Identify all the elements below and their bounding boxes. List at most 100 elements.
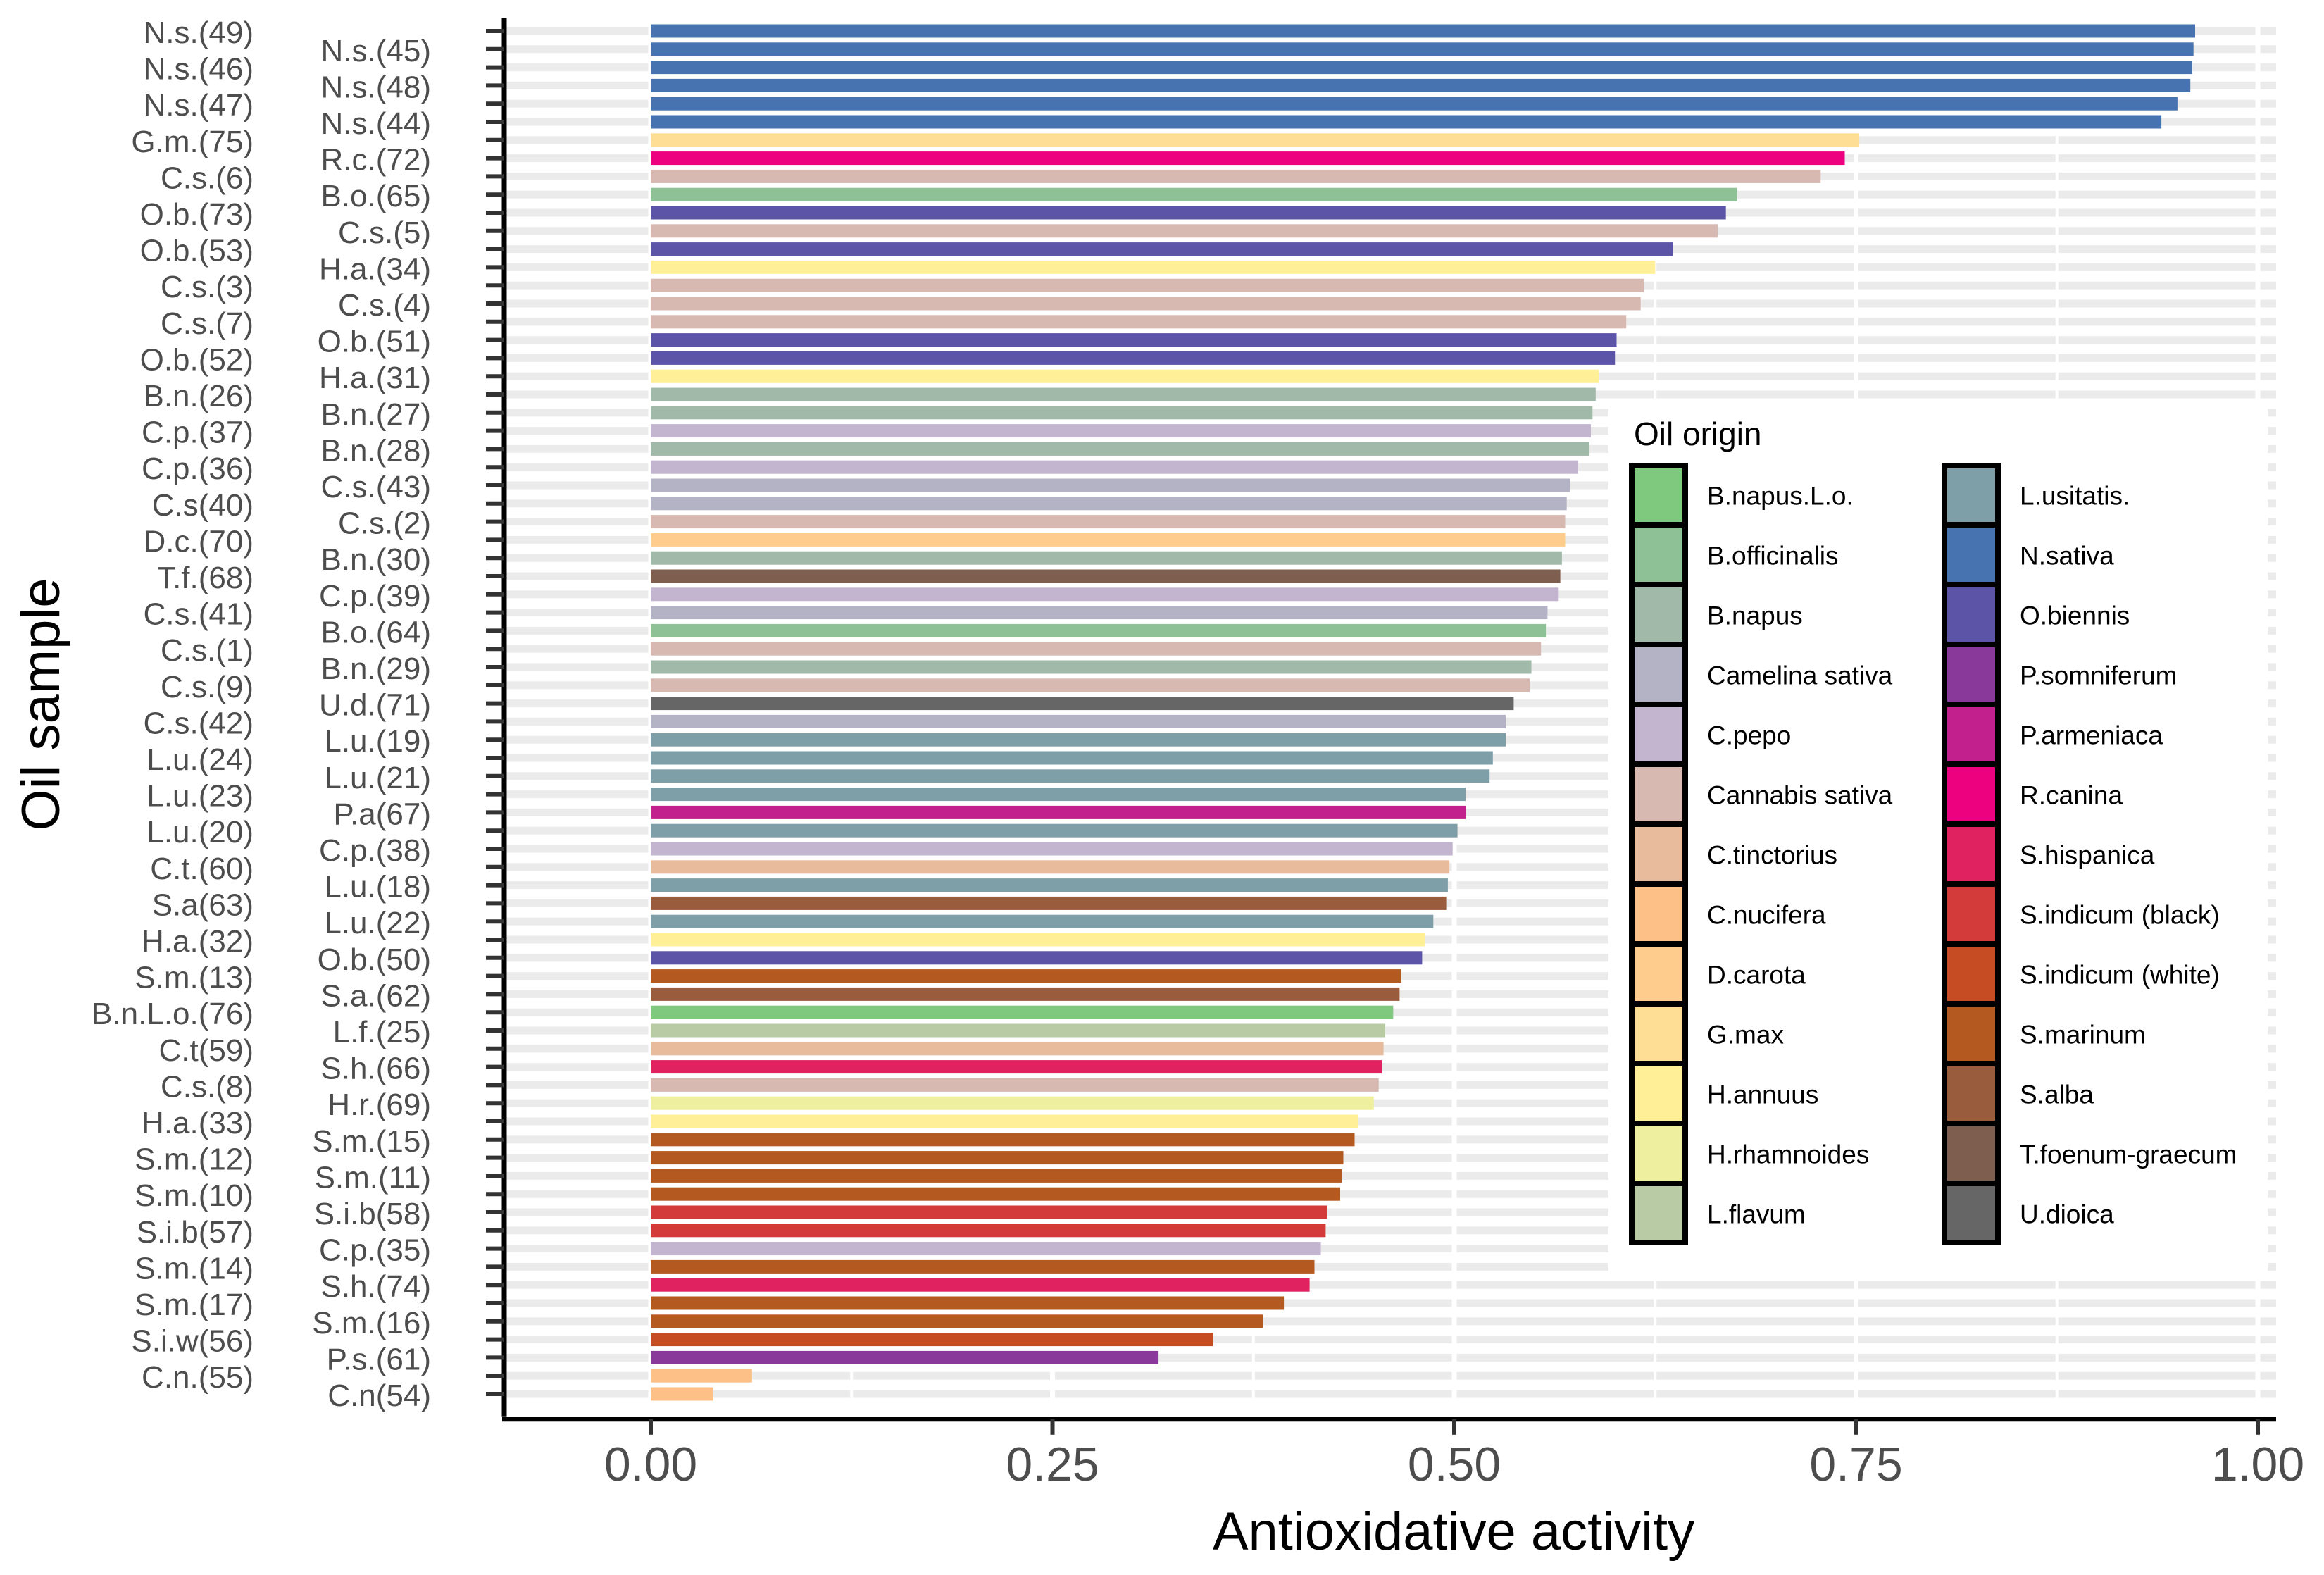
- y-tick-label: S.h.(74): [320, 1269, 431, 1304]
- row-gridline: [506, 1353, 2276, 1362]
- y-tick-label: C.s.(42): [144, 706, 254, 740]
- row-gridline: [506, 1281, 2276, 1289]
- legend-item: B.napus: [1634, 587, 1803, 642]
- legend-key-P.somniferum: [1947, 647, 1996, 702]
- bar-N.s.(45): [651, 42, 2194, 56]
- legend-item: G.max: [1634, 1007, 1784, 1061]
- y-tick-label: G.m.(75): [131, 125, 254, 159]
- bar-C.n.(55): [651, 1369, 752, 1383]
- bar-S.m.(14): [651, 1259, 1315, 1274]
- y-tick-label: S.h.(66): [320, 1052, 431, 1086]
- y-tick-label: N.s.(46): [144, 52, 254, 87]
- bar-S.m.(13): [651, 969, 1401, 983]
- y-tick-label: C.p.(39): [319, 579, 431, 614]
- bar-H.r.(69): [651, 1096, 1374, 1110]
- y-tick-label: B.n.(29): [320, 652, 431, 686]
- bar-S.i.w(56): [651, 1333, 1213, 1347]
- y-tick-label: H.a.(33): [142, 1106, 254, 1140]
- bar-C.s.(8): [651, 1078, 1379, 1092]
- legend-item: Camelina sativa: [1634, 647, 1893, 702]
- bar-P.a(67): [651, 805, 1466, 819]
- bar-C.t.(60): [651, 860, 1450, 874]
- bar-C.n(54): [651, 1387, 713, 1401]
- bar-G.m.(75): [651, 133, 1860, 147]
- bar-R.c.(72): [651, 151, 1845, 166]
- legend-key-L.usitatis.: [1947, 468, 1996, 522]
- x-tick-label: 1.00: [2211, 1438, 2304, 1491]
- y-tick-label: C.s.(8): [161, 1069, 254, 1104]
- y-tick-label: H.a.(32): [142, 924, 254, 959]
- legend-key-D.carota: [1634, 947, 1683, 1001]
- bar-C.s.(1): [651, 642, 1542, 656]
- bar-C.s.(43): [651, 478, 1570, 492]
- legend-label: D.carota: [1707, 961, 1806, 990]
- legend-label: C.tinctorius: [1707, 841, 1837, 870]
- row-gridline: [506, 1081, 2276, 1089]
- x-axis-title: Antioxidative activity: [1213, 1502, 1694, 1562]
- y-tick-label: C.t(59): [159, 1033, 254, 1068]
- y-tick-label: N.s.(48): [321, 70, 431, 104]
- bar-C.s.(3): [651, 278, 1644, 292]
- legend-label: B.napus.L.o.: [1707, 482, 1854, 511]
- bar-D.c.(70): [651, 533, 1566, 547]
- row-gridline: [506, 1390, 2276, 1398]
- row-gridline: [506, 1245, 2276, 1253]
- bar-C.s.(2): [651, 515, 1566, 529]
- y-tick-label: S.i.b(57): [137, 1215, 254, 1250]
- legend-item: B.napus.L.o.: [1634, 468, 1854, 522]
- y-tick-label: C.s.(7): [161, 306, 254, 341]
- row-gridline: [506, 1026, 2276, 1035]
- legend-key-C.pepo: [1634, 707, 1683, 761]
- bar-T.f.(68): [651, 569, 1561, 583]
- bar-L.u.(24): [651, 751, 1493, 765]
- bar-C.s(40): [651, 497, 1567, 511]
- legend-item: C.pepo: [1634, 707, 1791, 761]
- bar-L.u.(21): [651, 769, 1490, 783]
- y-tick-label: C.s.(1): [161, 633, 254, 668]
- bar-S.m.(15): [651, 1133, 1355, 1147]
- bar-S.i.b(58): [651, 1205, 1327, 1219]
- bar-B.n.(26): [651, 387, 1596, 401]
- y-tick-label: S.m.(12): [135, 1143, 254, 1177]
- legend-item: H.annuus: [1634, 1066, 1818, 1121]
- legend-key-L.flavum: [1634, 1186, 1683, 1240]
- y-tick-label: S.i.b(58): [314, 1197, 431, 1231]
- bar-S.m.(12): [651, 1151, 1344, 1165]
- bar-P.s.(61): [651, 1350, 1159, 1364]
- y-tick-label: N.s.(44): [321, 106, 431, 141]
- row-gridline: [506, 1154, 2276, 1162]
- y-tick-label: S.i.w(56): [131, 1324, 254, 1359]
- y-tick-label: P.a(67): [333, 797, 431, 831]
- legend-title: Oil origin: [1634, 416, 1762, 452]
- legend-label: S.hispanica: [2020, 841, 2155, 870]
- bar-L.f.(25): [651, 1023, 1385, 1038]
- legend-label: P.somniferum: [2020, 661, 2177, 690]
- legend-label: B.officinalis: [1707, 542, 1838, 571]
- legend-item: T.foenum-graecum: [1947, 1126, 2237, 1181]
- bar-O.b.(50): [651, 951, 1423, 965]
- legend-label: S.marinum: [2020, 1021, 2146, 1050]
- y-tick-label: S.m.(11): [315, 1160, 431, 1195]
- legend-column-frame: [1942, 463, 2001, 1245]
- legend-item: U.dioica: [1947, 1186, 2114, 1240]
- y-tick-label: C.s.(4): [338, 288, 431, 323]
- bar-C.s.(42): [651, 714, 1506, 728]
- bar-L.u.(20): [651, 823, 1458, 838]
- bar-S.m.(17): [651, 1296, 1285, 1310]
- bar-L.u.(19): [651, 733, 1506, 747]
- y-tick-label: C.s.(9): [161, 670, 254, 704]
- row-gridline: [506, 1135, 2276, 1144]
- legend-item: S.indicum (black): [1947, 887, 2220, 941]
- legend-key-O.biennis: [1947, 587, 1996, 642]
- y-tick-label: C.n.(55): [142, 1360, 254, 1395]
- bar-N.s.(46): [651, 61, 2192, 75]
- y-tick-label: S.m.(14): [135, 1251, 254, 1285]
- row-gridline: [506, 1045, 2276, 1053]
- bar-H.a.(34): [651, 260, 1656, 274]
- y-tick-label: B.n.L.o.(76): [92, 997, 254, 1031]
- y-tick-label: B.n.(30): [320, 542, 431, 577]
- legend-label: C.pepo: [1707, 721, 1791, 750]
- legend-key-U.dioica: [1947, 1186, 1996, 1240]
- y-tick-label: U.d.(71): [319, 688, 431, 723]
